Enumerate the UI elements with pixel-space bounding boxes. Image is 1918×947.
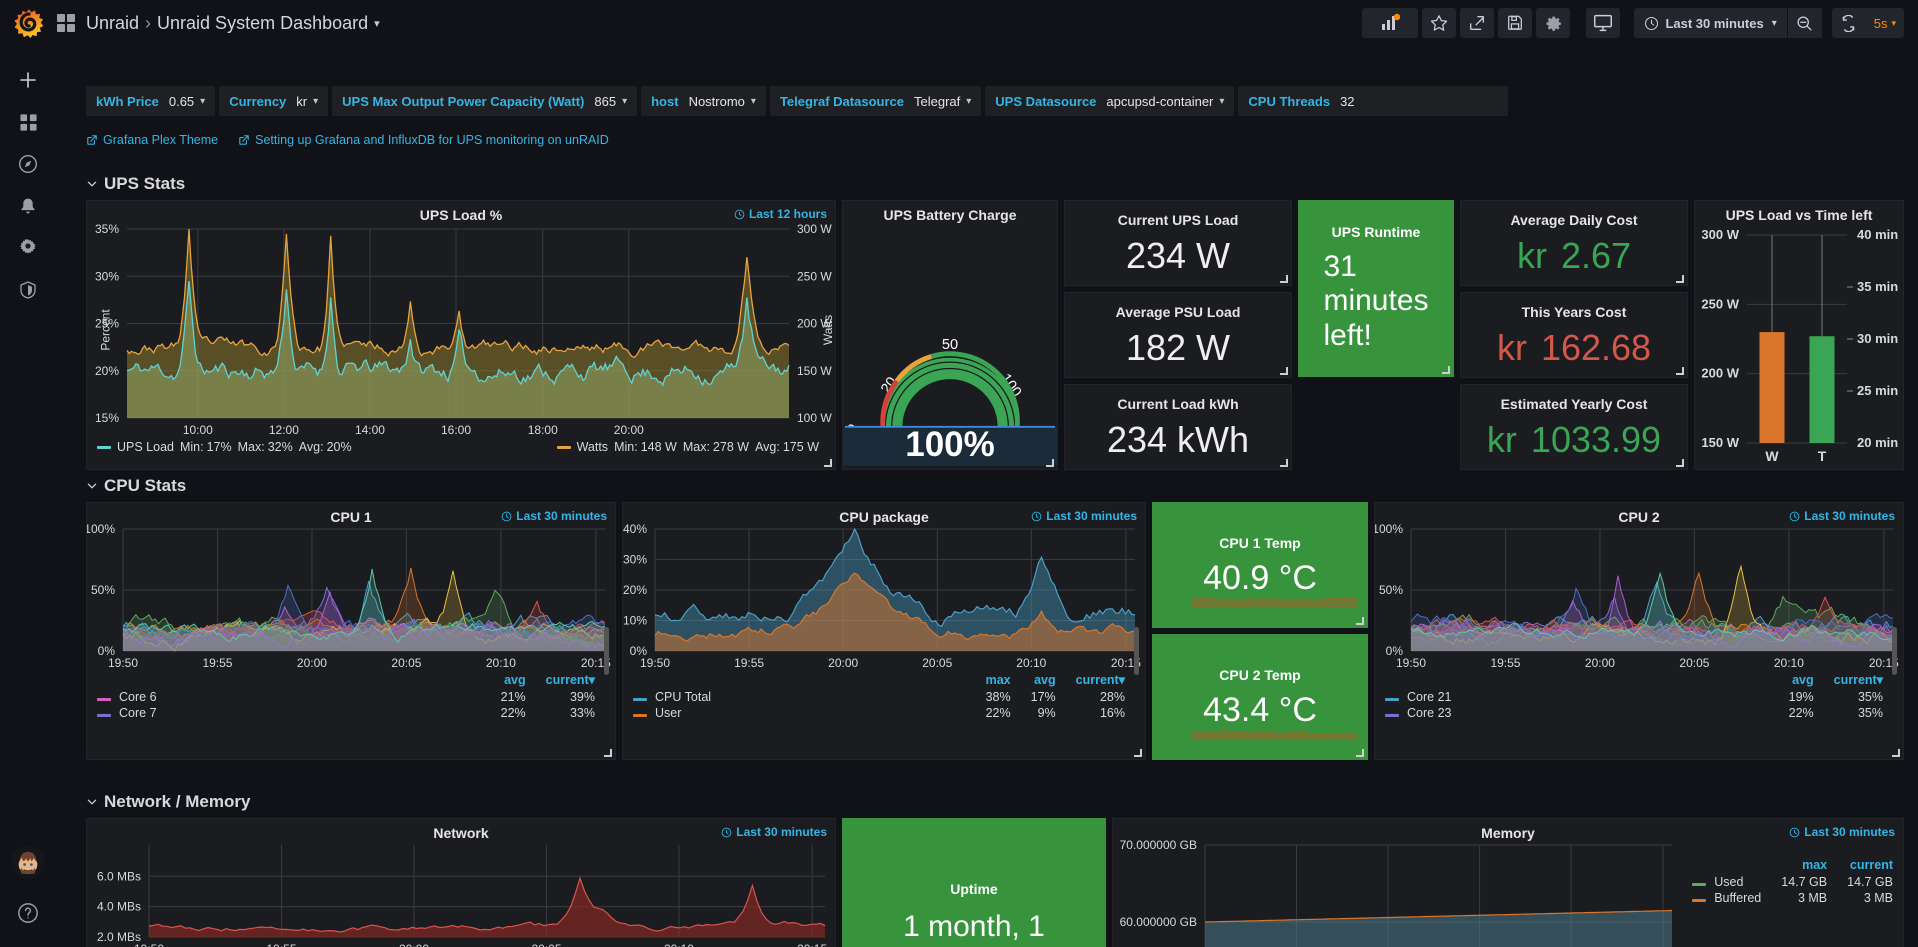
svg-text:14:00: 14:00 <box>355 423 385 437</box>
svg-text:19:50: 19:50 <box>134 942 164 947</box>
svg-text:250 W: 250 W <box>797 269 832 283</box>
svg-text:20:10: 20:10 <box>664 942 694 947</box>
svg-text:19:50: 19:50 <box>108 656 138 670</box>
svg-text:T: T <box>1818 448 1827 464</box>
svg-text:60.000000 GB: 60.000000 GB <box>1120 915 1197 929</box>
svg-text:35 min: 35 min <box>1857 279 1898 294</box>
svg-text:25 min: 25 min <box>1857 383 1898 398</box>
svg-text:20%: 20% <box>95 364 119 378</box>
svg-text:4.0 MBs: 4.0 MBs <box>97 900 141 914</box>
svg-text:150 W: 150 W <box>1701 435 1739 450</box>
svg-text:19:55: 19:55 <box>202 656 232 670</box>
svg-text:30 min: 30 min <box>1857 331 1898 346</box>
svg-text:200 W: 200 W <box>1701 366 1739 381</box>
svg-text:19:55: 19:55 <box>734 656 764 670</box>
svg-text:20:10: 20:10 <box>486 656 516 670</box>
svg-text:20 min: 20 min <box>1857 435 1898 450</box>
svg-text:20:00: 20:00 <box>614 423 644 437</box>
svg-text:30%: 30% <box>95 269 119 283</box>
svg-text:100%: 100% <box>905 425 995 464</box>
svg-text:19:50: 19:50 <box>640 656 670 670</box>
svg-text:20:00: 20:00 <box>1585 656 1615 670</box>
svg-text:100%: 100% <box>1375 523 1403 536</box>
svg-text:20:05: 20:05 <box>391 656 421 670</box>
svg-text:30%: 30% <box>623 553 647 567</box>
svg-text:100 W: 100 W <box>797 411 832 425</box>
svg-text:20:10: 20:10 <box>1774 656 1804 670</box>
svg-text:40%: 40% <box>623 523 647 536</box>
svg-text:12:00: 12:00 <box>269 423 299 437</box>
svg-text:100%: 100% <box>87 523 115 536</box>
svg-text:19:55: 19:55 <box>1490 656 1520 670</box>
svg-text:19:50: 19:50 <box>1396 656 1426 670</box>
svg-text:20:05: 20:05 <box>1679 656 1709 670</box>
svg-text:20:00: 20:00 <box>297 656 327 670</box>
svg-text:300 W: 300 W <box>1701 227 1739 242</box>
svg-text:20%: 20% <box>623 583 647 597</box>
svg-text:20:05: 20:05 <box>922 656 952 670</box>
svg-text:40 min: 40 min <box>1857 227 1898 242</box>
svg-text:50%: 50% <box>91 583 115 597</box>
svg-text:20:00: 20:00 <box>828 656 858 670</box>
svg-text:19:55: 19:55 <box>266 942 296 947</box>
svg-text:300 W: 300 W <box>797 222 832 236</box>
svg-text:16:00: 16:00 <box>441 423 471 437</box>
svg-text:150 W: 150 W <box>797 364 832 378</box>
svg-text:70.000000 GB: 70.000000 GB <box>1120 839 1197 852</box>
svg-text:10:00: 10:00 <box>183 423 213 437</box>
svg-text:20:05: 20:05 <box>531 942 561 947</box>
svg-text:50%: 50% <box>1379 583 1403 597</box>
svg-text:35%: 35% <box>95 222 119 236</box>
svg-text:18:00: 18:00 <box>528 423 558 437</box>
svg-text:250 W: 250 W <box>1701 296 1739 311</box>
svg-text:W: W <box>1765 448 1779 464</box>
svg-text:50: 50 <box>942 337 958 353</box>
svg-text:20:10: 20:10 <box>1016 656 1046 670</box>
svg-text:20:00: 20:00 <box>399 942 429 947</box>
svg-text:20:15: 20:15 <box>797 942 827 947</box>
svg-text:15%: 15% <box>95 411 119 425</box>
svg-text:10%: 10% <box>623 614 647 628</box>
svg-text:6.0 MBs: 6.0 MBs <box>97 869 141 883</box>
